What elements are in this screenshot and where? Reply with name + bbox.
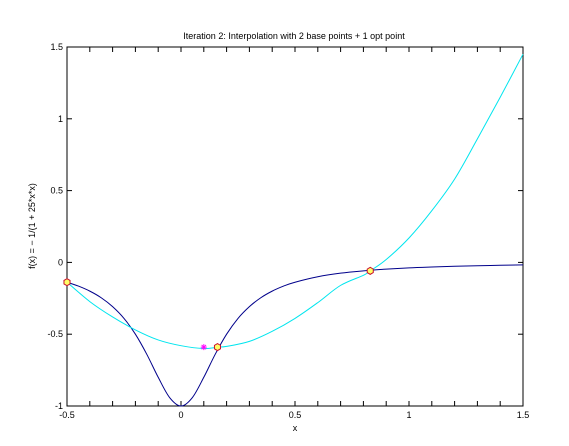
y-tick-label: 0.5 (50, 186, 63, 196)
series-layer (66, 53, 524, 407)
interpolant-curve (66, 53, 524, 350)
x-tick-label: 1 (406, 410, 411, 420)
x-tick-label: -0.5 (59, 410, 75, 420)
y-tick-label: -1 (55, 401, 63, 411)
plot-area: -0.5 0 0.5 1 1.5-1-0.500.511.5 (47, 42, 529, 420)
y-tick-label: 1 (58, 114, 63, 124)
base-point-marker (366, 266, 374, 275)
y-tick-label: 1.5 (50, 42, 63, 52)
function-curve (66, 264, 524, 407)
y-axis-label: f(x) = − 1/(1 + 25*x*x) (27, 183, 37, 269)
base-point-marker (63, 278, 71, 287)
axes-box (66, 46, 524, 407)
opt-point-marker (213, 343, 222, 352)
x-tick-label: 0.5 (289, 410, 302, 420)
y-tick-label: -0.5 (47, 329, 63, 339)
interpolant-minimum-marker (200, 344, 207, 351)
axis-ticks: -0.5 0 0.5 1 1.5-1-0.500.511.5 (47, 42, 529, 420)
marker-layer (63, 266, 374, 352)
x-tick-label: 0 (178, 410, 183, 420)
x-tick-label: 1.5 (517, 410, 530, 420)
chart-title: Iteration 2: Interpolation with 2 base p… (183, 31, 405, 41)
y-tick-label: 0 (58, 257, 63, 267)
x-axis-label: x (293, 423, 298, 433)
